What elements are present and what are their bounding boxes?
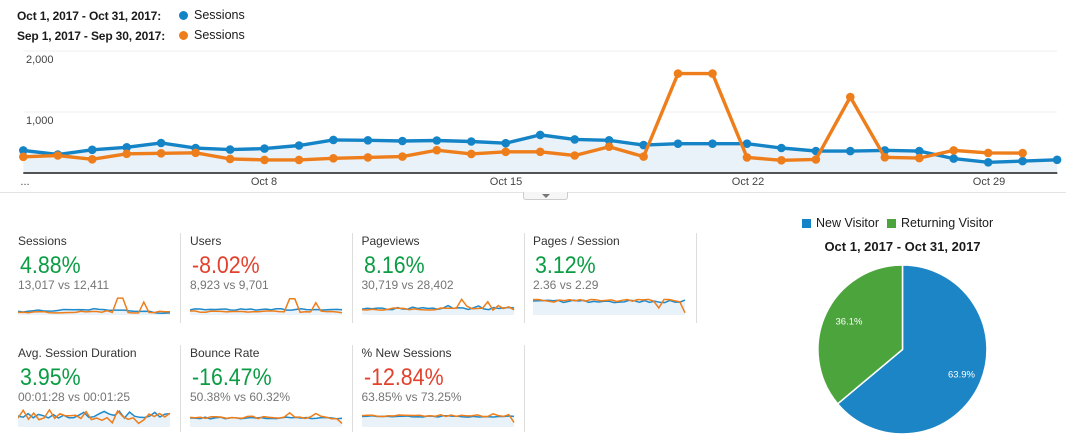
- svg-text:63.9%: 63.9%: [948, 370, 975, 381]
- svg-text:36.1%: 36.1%: [836, 317, 863, 328]
